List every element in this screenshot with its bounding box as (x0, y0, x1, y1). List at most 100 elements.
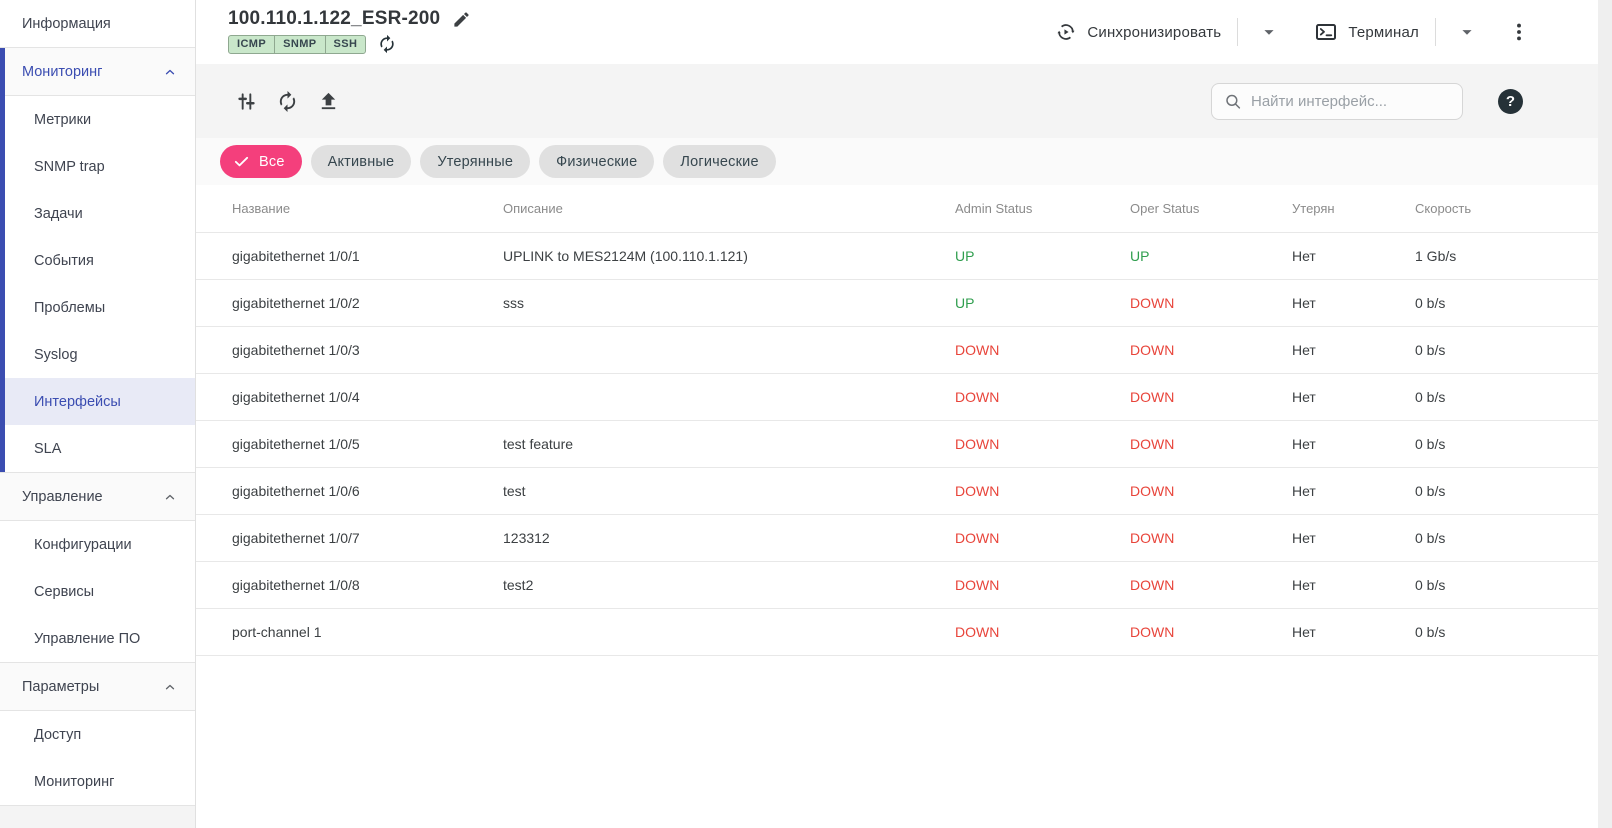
speed-value: 0 b/s (1415, 467, 1598, 515)
admin-status: DOWN (955, 561, 1130, 609)
interface-description: UPLINK to MES2124M (100.110.1.121) (503, 232, 955, 280)
column-header-oper-status: Oper Status (1130, 185, 1292, 233)
chip-all[interactable]: Все (220, 145, 302, 178)
interface-description: test2 (503, 561, 955, 609)
interface-description: sss (503, 279, 955, 327)
admin-status: DOWN (955, 514, 1130, 562)
interface-name: gigabitethernet 1/0/4 (196, 373, 503, 421)
table-row[interactable]: gigabitethernet 1/0/6 test DOWN DOWN Нет… (196, 467, 1598, 515)
table-row[interactable]: gigabitethernet 1/0/4 DOWN DOWN Нет 0 b/… (196, 373, 1598, 421)
lost-value: Нет (1292, 420, 1415, 468)
terminal-dropdown-button[interactable] (1452, 17, 1482, 47)
interface-name: port-channel 1 (196, 608, 503, 656)
snmp-badge: SNMP (274, 34, 326, 54)
refresh-table-button[interactable] (276, 90, 299, 113)
table-row[interactable]: gigabitethernet 1/0/2 sss UP DOWN Нет 0 … (196, 279, 1598, 327)
interface-description: test (503, 467, 955, 515)
column-header-speed: Скорость (1415, 185, 1598, 233)
sidebar-section-header-parameters[interactable]: Параметры (0, 663, 195, 710)
speed-value: 1 Gb/s (1415, 232, 1598, 280)
table-row[interactable]: gigabitethernet 1/0/5 test feature DOWN … (196, 420, 1598, 468)
interface-name: gigabitethernet 1/0/8 (196, 561, 503, 609)
chip-logical[interactable]: Логические (663, 145, 776, 178)
filter-chips: Все Активные Утерянные Физические Логиче… (196, 138, 1598, 185)
sidebar-section-header-management[interactable]: Управление (0, 473, 195, 520)
upload-button[interactable] (317, 90, 340, 113)
oper-status: DOWN (1130, 420, 1292, 468)
check-icon (234, 156, 249, 167)
filter-settings-button[interactable] (235, 90, 258, 113)
sidebar-section-header-monitoring[interactable]: Мониторинг (5, 48, 195, 95)
chip-label: Физические (556, 153, 638, 170)
admin-status: DOWN (955, 373, 1130, 421)
sidebar-item-information[interactable]: Информация (0, 0, 195, 47)
sidebar-item-events[interactable]: События (5, 237, 195, 284)
admin-status: DOWN (955, 467, 1130, 515)
sidebar-item-tasks[interactable]: Задачи (5, 190, 195, 237)
interface-name: gigabitethernet 1/0/2 (196, 279, 503, 327)
table-row[interactable]: gigabitethernet 1/0/7 123312 DOWN DOWN Н… (196, 514, 1598, 562)
search-input[interactable] (1251, 92, 1450, 110)
lost-value: Нет (1292, 232, 1415, 280)
chip-physical[interactable]: Физические (539, 145, 655, 178)
sidebar-item-configurations[interactable]: Конфигурации (0, 521, 195, 568)
sidebar-item-software-management[interactable]: Управление ПО (0, 615, 195, 662)
chevron-down-icon (1462, 30, 1472, 35)
sidebar-item-syslog[interactable]: Syslog (5, 331, 195, 378)
divider (1435, 18, 1436, 46)
chip-label: Утерянные (437, 153, 514, 170)
edit-title-button[interactable] (452, 10, 471, 29)
upload-icon (321, 92, 336, 109)
interfaces-table: Название Описание Admin Status Oper Stat… (196, 185, 1598, 656)
ssh-badge: SSH (324, 34, 367, 54)
chip-lost[interactable]: Утерянные (420, 145, 531, 178)
lost-value: Нет (1292, 467, 1415, 515)
chip-active[interactable]: Активные (310, 145, 412, 178)
protocol-badges: ICMP SNMP SSH (228, 34, 367, 54)
synchronize-button[interactable]: Синхронизировать (1055, 21, 1221, 43)
speed-value: 0 b/s (1415, 279, 1598, 327)
sidebar-item-snmp-trap[interactable]: SNMP trap (5, 143, 195, 190)
interface-name: gigabitethernet 1/0/3 (196, 326, 503, 374)
table-row[interactable]: port-channel 1 DOWN DOWN Нет 0 b/s (196, 608, 1598, 656)
lost-value: Нет (1292, 608, 1415, 656)
admin-status: DOWN (955, 608, 1130, 656)
sync-play-icon (1057, 24, 1075, 40)
chevron-down-icon (1264, 30, 1274, 35)
sidebar-section-monitoring: Мониторинг Метрики SNMP trap Задачи Собы… (0, 48, 195, 472)
help-button[interactable]: ? (1498, 88, 1523, 114)
interface-description: 123312 (503, 514, 955, 562)
sidebar-item-metrics[interactable]: Метрики (5, 96, 195, 143)
lost-value: Нет (1292, 326, 1415, 374)
refresh-icon (380, 34, 394, 54)
scrollbar-track[interactable] (1598, 0, 1612, 828)
sidebar-item-problems[interactable]: Проблемы (5, 284, 195, 331)
speed-value: 0 b/s (1415, 373, 1598, 421)
admin-status: DOWN (955, 326, 1130, 374)
divider (0, 472, 195, 473)
interface-name: gigabitethernet 1/0/1 (196, 232, 503, 280)
chip-label: Все (259, 153, 285, 170)
refresh-status-button[interactable] (377, 34, 397, 54)
sidebar-item-access[interactable]: Доступ (0, 711, 195, 758)
sidebar-item-sla[interactable]: SLA (5, 425, 195, 472)
synchronize-dropdown-button[interactable] (1254, 17, 1284, 47)
divider (0, 805, 195, 806)
table-row[interactable]: gigabitethernet 1/0/8 test2 DOWN DOWN Не… (196, 561, 1598, 609)
kebab-menu-icon (1517, 23, 1521, 41)
terminal-label: Терминал (1348, 23, 1419, 41)
pencil-icon (454, 11, 469, 27)
admin-status: UP (955, 279, 1130, 327)
main-content: 100.110.1.122_ESR-200 ICMP SNMP SSH (196, 0, 1598, 828)
column-header-lost: Утерян (1292, 185, 1415, 233)
sidebar-item-services[interactable]: Сервисы (0, 568, 195, 615)
table-row[interactable]: gigabitethernet 1/0/3 DOWN DOWN Нет 0 b/… (196, 326, 1598, 374)
sidebar-item-monitoring-params[interactable]: Мониторинг (0, 758, 195, 805)
table-row[interactable]: gigabitethernet 1/0/1 UPLINK to MES2124M… (196, 232, 1598, 280)
terminal-button[interactable]: Терминал (1314, 20, 1419, 44)
interface-description (503, 608, 955, 656)
column-header-admin-status: Admin Status (955, 185, 1130, 233)
more-options-button[interactable] (1508, 21, 1530, 43)
device-title: 100.110.1.122_ESR-200 (228, 8, 441, 29)
sidebar-item-interfaces[interactable]: Интерфейсы (5, 378, 195, 425)
